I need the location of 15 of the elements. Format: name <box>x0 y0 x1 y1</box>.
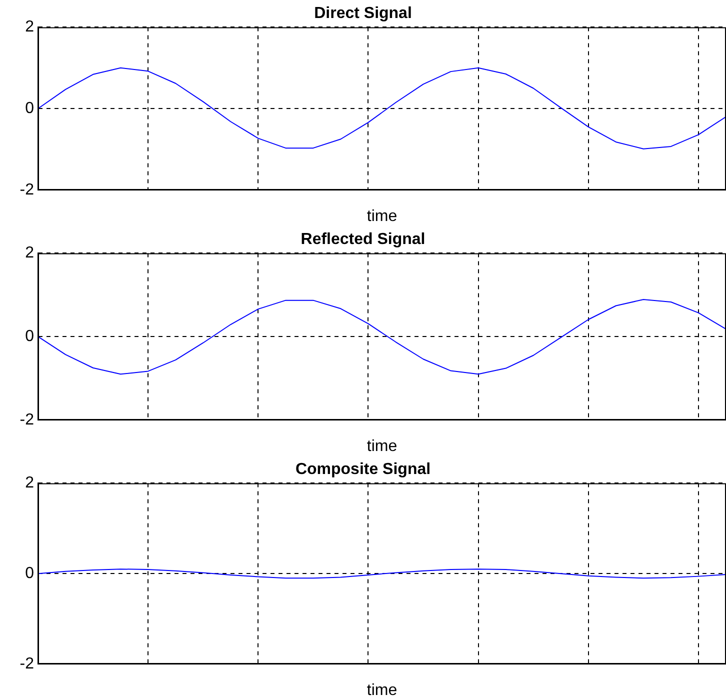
y-tick-label: 0 <box>25 565 34 582</box>
y-tick-label: 2 <box>25 244 34 262</box>
chart-title: Reflected Signal <box>300 231 426 248</box>
y-tick-label: -2 <box>20 181 34 198</box>
y-tick-label: 2 <box>25 474 34 492</box>
chart-title: Direct Signal <box>314 5 412 22</box>
x-axis-title: time <box>366 208 398 225</box>
y-tick-label: 2 <box>25 18 34 36</box>
y-tick-label: -2 <box>20 655 34 672</box>
chart-title: Composite Signal <box>295 461 431 478</box>
y-tick-label: 0 <box>25 100 34 118</box>
y-tick-label: -2 <box>20 411 34 428</box>
x-axis-title: time <box>366 682 398 699</box>
x-axis-title: time <box>366 438 398 455</box>
y-tick-label: 0 <box>25 328 34 346</box>
